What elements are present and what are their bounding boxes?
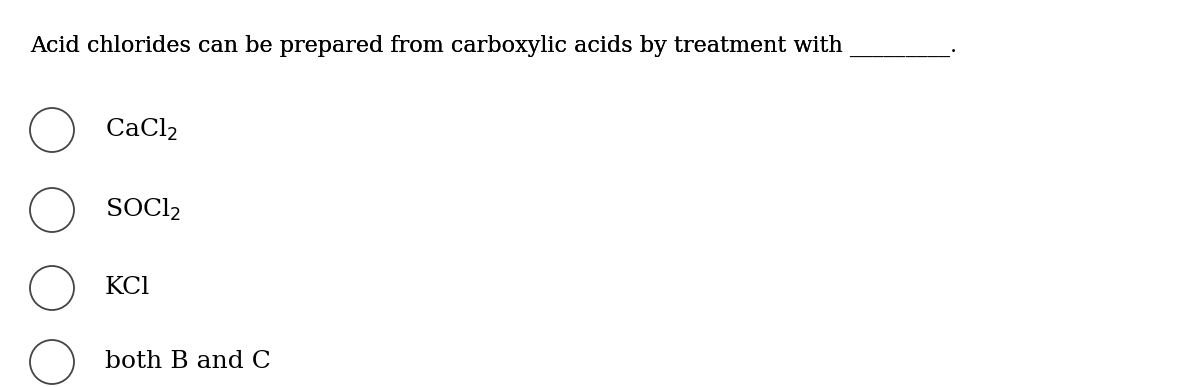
Text: SOCl$_2$: SOCl$_2$ bbox=[106, 197, 181, 223]
Text: CaCl$_2$: CaCl$_2$ bbox=[106, 117, 178, 143]
Text: Acid chlorides can be prepared from carboxylic acids by treatment with: Acid chlorides can be prepared from carb… bbox=[30, 35, 850, 57]
Text: both B and C: both B and C bbox=[106, 351, 271, 373]
Text: Acid chlorides can be prepared from carboxylic acids by treatment with _________: Acid chlorides can be prepared from carb… bbox=[30, 35, 958, 57]
Text: KCl: KCl bbox=[106, 276, 150, 300]
